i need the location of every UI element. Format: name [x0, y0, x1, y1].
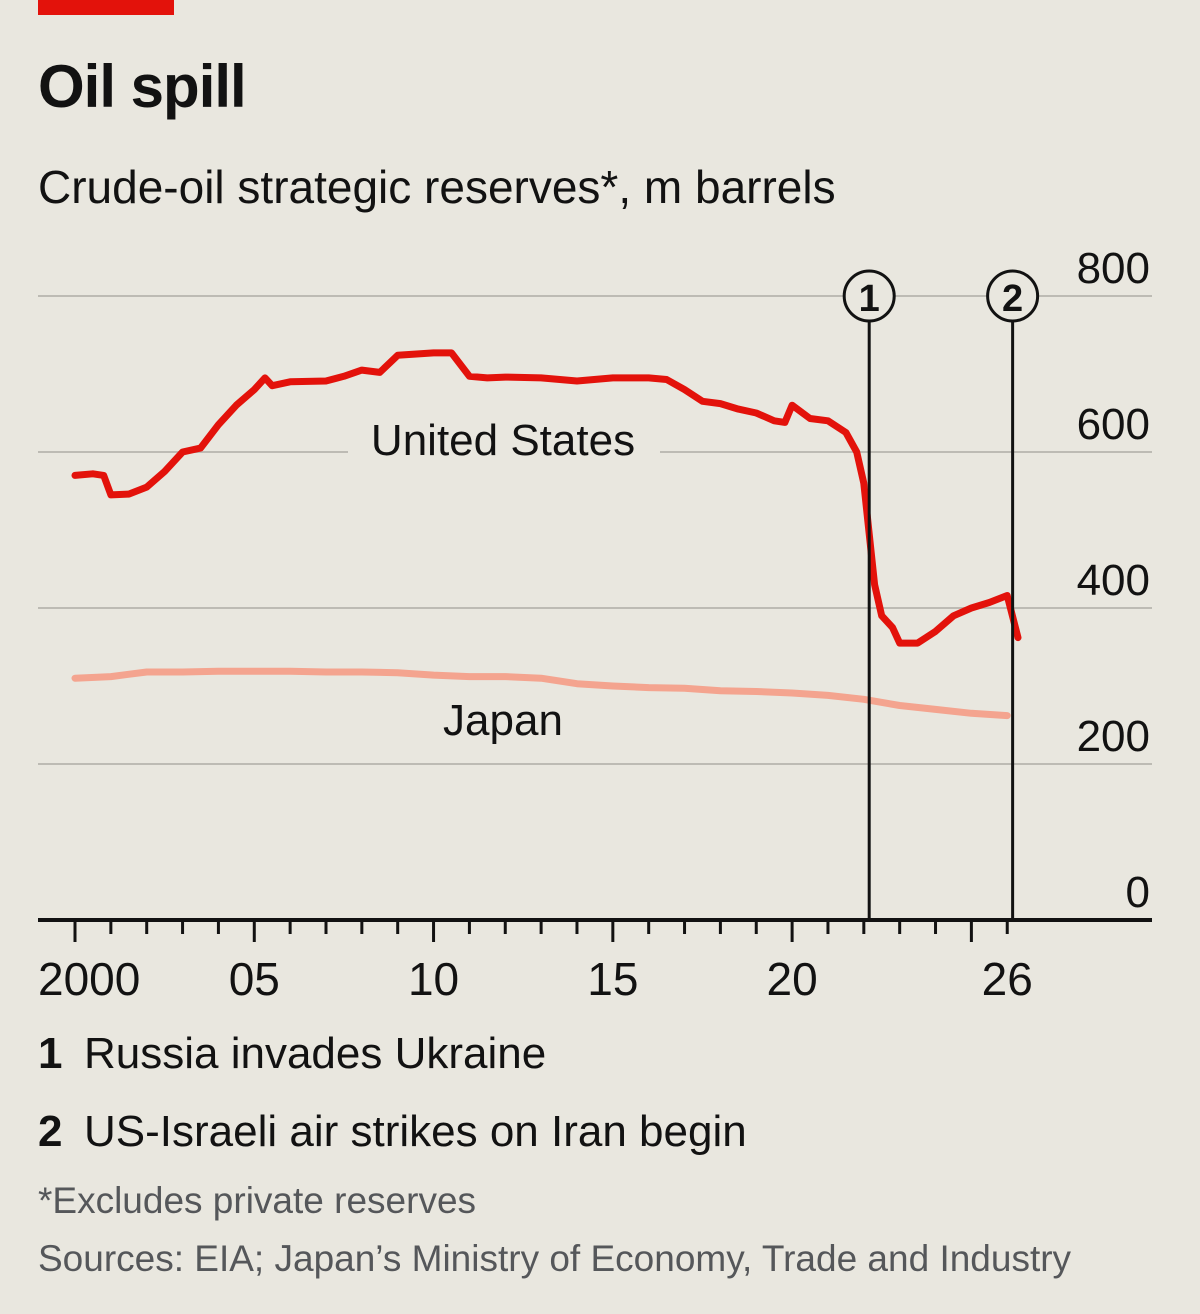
axis-labels: 0 200 400 600 800 United States Japan: [348, 244, 1150, 917]
series-lines: [71, 349, 1022, 720]
event-note-text: Russia invades Ukraine: [84, 1029, 547, 1078]
event-note-text: US-Israeli air strikes on Iran begin: [84, 1107, 747, 1156]
x-tick-label: 05: [229, 953, 280, 1005]
event-note-1: 1 Russia invades Ukraine: [38, 1025, 747, 1103]
brand-tag: [38, 0, 174, 15]
x-tick-label: 2000: [38, 953, 140, 1005]
y-tick-label: 600: [1077, 400, 1150, 449]
japan-series-line: [71, 667, 1011, 720]
y-tick-label: 800: [1077, 244, 1150, 293]
grid-lines: [38, 295, 1152, 765]
x-tick-label: 26: [982, 953, 1033, 1005]
footnote: *Excludes private reserves: [38, 1180, 477, 1221]
event-marker-circle: [986, 269, 1040, 323]
event-marker-circle: [842, 269, 896, 323]
x-tick-label: 10: [408, 953, 459, 1005]
chart-title: Oil spill: [38, 53, 247, 120]
us-series-label: United States: [371, 416, 635, 465]
chart-subtitle: Crude-oil strategic reserves*, m barrels: [38, 161, 836, 213]
x-tick-label: 20: [767, 953, 818, 1005]
us-label-background: [348, 412, 660, 470]
x-axis: 2000 05 10 15 20 26: [38, 918, 1152, 1005]
y-tick-label: 0: [1126, 868, 1150, 917]
y-tick-label: 400: [1077, 556, 1150, 605]
us-series-line: [71, 349, 1022, 647]
event-note-2: 2 US-Israeli air strikes on Iran begin: [38, 1103, 747, 1181]
x-tick-label: 15: [587, 953, 638, 1005]
sources: Sources: EIA; Japan’s Ministry of Econom…: [38, 1238, 1072, 1279]
japan-series-label: Japan: [443, 696, 563, 745]
event-marker-number: 2: [1002, 278, 1023, 320]
event-notes: 1 Russia invades Ukraine 2 US-Israeli air …: [38, 1025, 747, 1181]
event-note-number: 1: [38, 1029, 63, 1078]
event-marker-number: 1: [859, 278, 880, 320]
event-note-number: 2: [38, 1107, 63, 1156]
y-tick-label: 200: [1077, 712, 1150, 761]
